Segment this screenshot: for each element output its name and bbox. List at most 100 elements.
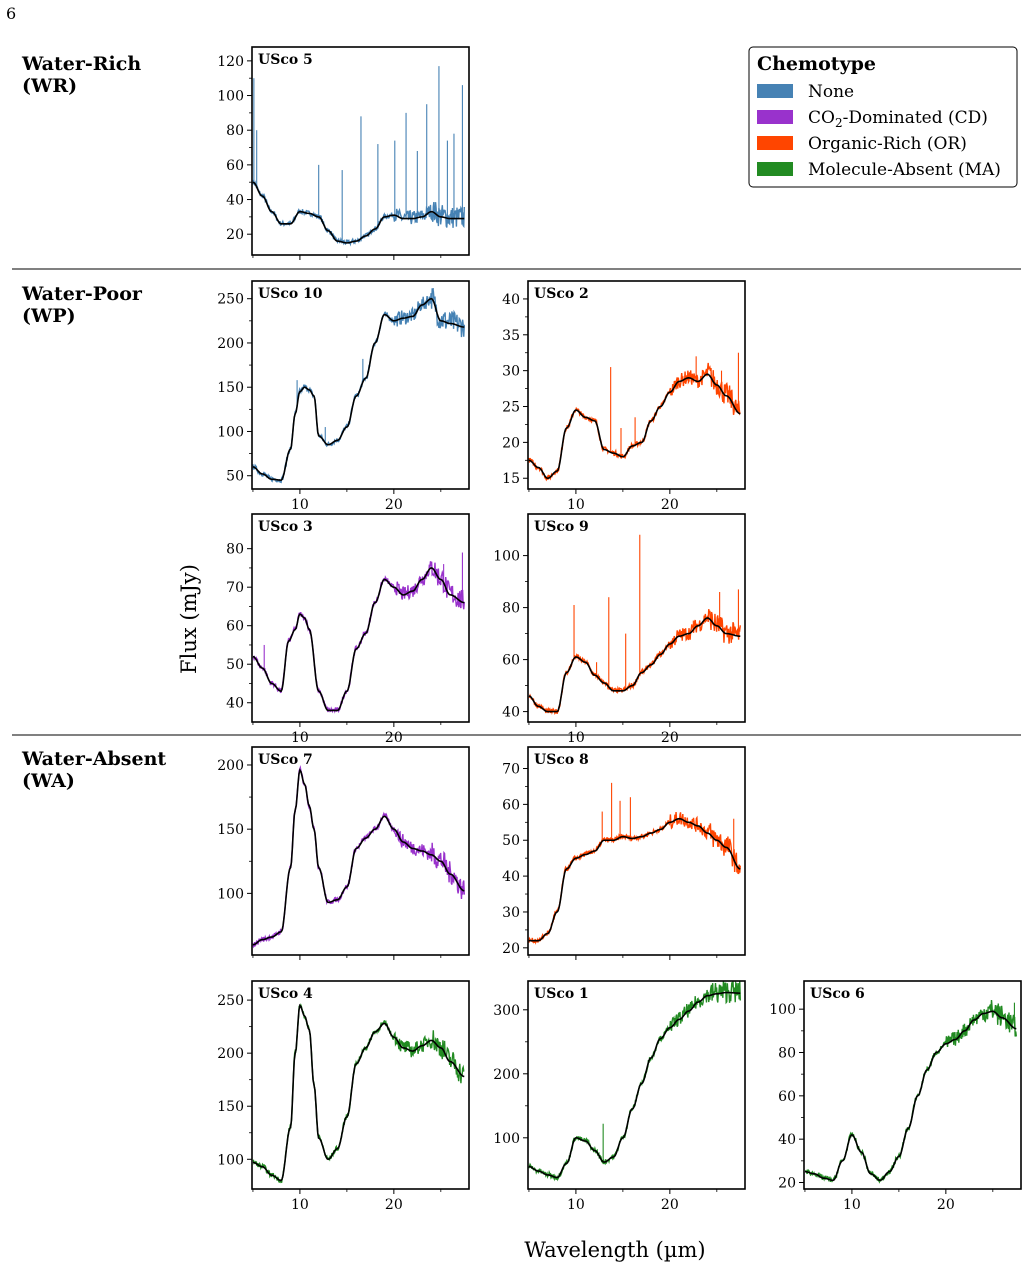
y-tick-label: 30 xyxy=(502,905,520,921)
panel-usco-5: 20 40 60 80 100 120 USco 5 xyxy=(217,46,470,260)
y-tick-label: 50 xyxy=(502,833,520,849)
y-tick-label: 250 xyxy=(217,993,244,1009)
legend-label: Organic-Rich (OR) xyxy=(808,134,967,154)
observed-spectrum xyxy=(804,999,1017,1184)
y-tick-label: 20 xyxy=(226,227,244,243)
x-tick-label: 20 xyxy=(661,497,679,513)
legend: Chemotype None CO2-Dominated (CD) Organic-… xyxy=(748,46,1018,188)
y-tick-label: 250 xyxy=(217,292,244,308)
y-tick-label: 70 xyxy=(226,580,244,596)
x-tick-label: 20 xyxy=(385,1197,403,1213)
y-tick-label: 80 xyxy=(778,1046,796,1062)
x-tick-label: 20 xyxy=(661,730,679,746)
y-tick-label: 40 xyxy=(226,696,244,712)
y-tick-label: 50 xyxy=(226,469,244,485)
panel-usco-10: 50 100 150 200 250 10 20 USco 10 xyxy=(217,280,470,513)
observed-spectrum xyxy=(528,811,741,945)
y-tick-label: 15 xyxy=(502,471,520,487)
group-label-water-rich: Water-Rich xyxy=(21,53,141,75)
y-tick-label: 100 xyxy=(217,886,244,902)
axes-frame xyxy=(251,746,470,956)
y-tick-label: 25 xyxy=(502,400,520,416)
legend-frame xyxy=(748,46,1018,188)
axes-frame xyxy=(527,513,746,723)
y-tick-label: 40 xyxy=(502,869,520,885)
x-tick-label: 10 xyxy=(291,497,309,513)
y-tick-label: 150 xyxy=(217,1099,244,1115)
axes-frame xyxy=(251,980,470,1190)
y-tick-label: 60 xyxy=(778,1089,796,1105)
panel-usco-6: 20 40 60 80 100 10 20 USco 6 xyxy=(769,980,1022,1213)
legend-swatch xyxy=(757,162,793,176)
x-tick-label: 10 xyxy=(567,1197,585,1213)
y-tick-label: 20 xyxy=(502,941,520,957)
axes-frame xyxy=(527,980,746,1190)
group-label-water-poor: Water-Poor xyxy=(21,283,143,305)
panel-title: USco 8 xyxy=(534,752,589,768)
observed-spectrum xyxy=(528,980,741,1182)
observed-spectrum xyxy=(252,765,465,949)
y-tick-label: 35 xyxy=(502,328,520,344)
y-tick-label: 40 xyxy=(502,705,520,721)
model-curve xyxy=(528,373,741,480)
model-curve xyxy=(252,1003,465,1182)
y-tick-label: 80 xyxy=(502,601,520,617)
axes-frame xyxy=(251,46,470,256)
model-curve xyxy=(252,768,465,946)
y-tick-label: 100 xyxy=(769,1002,796,1018)
y-tick-label: 20 xyxy=(502,435,520,451)
panel-usco-1: 100 200 300 10 20 USco 1 xyxy=(493,980,746,1213)
panel-usco-4: 100 150 200 250 10 20 USco 4 xyxy=(217,980,470,1213)
panel-usco-7: 100 150 200 USco 7 xyxy=(217,746,470,960)
group-abbr-water-poor: (WP) xyxy=(22,305,76,327)
x-tick-label: 10 xyxy=(567,497,585,513)
x-tick-label: 10 xyxy=(567,730,585,746)
y-tick-label: 60 xyxy=(226,619,244,635)
y-tick-label: 300 xyxy=(493,1003,520,1019)
y-tick-label: 100 xyxy=(493,1131,520,1147)
y-tick-label: 40 xyxy=(226,193,244,209)
panel-title: USco 5 xyxy=(258,52,313,68)
panel-title: USco 7 xyxy=(258,752,313,768)
y-tick-label: 40 xyxy=(778,1132,796,1148)
x-tick-label: 10 xyxy=(291,1197,309,1213)
y-tick-label: 100 xyxy=(217,424,244,440)
y-tick-label: 100 xyxy=(493,549,520,565)
panel-title: USco 6 xyxy=(810,986,865,1002)
panel-title: USco 10 xyxy=(258,286,323,302)
axes-frame xyxy=(251,513,470,723)
panel-title: USco 3 xyxy=(258,519,313,535)
axes-frame xyxy=(527,746,746,956)
model-curve xyxy=(528,617,741,713)
page-number: 6 xyxy=(6,4,17,23)
y-tick-label: 200 xyxy=(217,1046,244,1062)
y-tick-label: 30 xyxy=(502,364,520,380)
y-tick-label: 200 xyxy=(217,758,244,774)
panel-title: USco 2 xyxy=(534,286,589,302)
panel-title: USco 9 xyxy=(534,519,589,535)
y-axis-label: Flux (mJy) xyxy=(177,564,201,674)
legend-label: None xyxy=(808,82,854,102)
legend-title: Chemotype xyxy=(757,53,876,75)
axes-frame xyxy=(803,980,1022,1190)
group-label-water-absent: Water-Absent xyxy=(21,748,166,770)
panel-title: USco 1 xyxy=(534,986,589,1002)
panel-usco-8: 20 30 40 50 60 70 USco 8 xyxy=(502,746,746,960)
y-tick-label: 200 xyxy=(493,1067,520,1083)
axes-frame xyxy=(527,280,746,490)
panel-title: USco 4 xyxy=(258,986,313,1002)
legend-swatch xyxy=(757,136,793,150)
y-tick-label: 50 xyxy=(226,657,244,673)
panel-usco-9: 40 60 80 100 10 20 USco 9 xyxy=(493,513,746,746)
y-tick-label: 20 xyxy=(778,1176,796,1192)
legend-label: CO2-Dominated (CD) xyxy=(808,108,988,130)
legend-swatch xyxy=(757,110,793,124)
y-tick-label: 80 xyxy=(226,542,244,558)
legend-label: Molecule-Absent (MA) xyxy=(808,160,1001,180)
model-curve xyxy=(804,1010,1017,1182)
y-tick-label: 40 xyxy=(502,292,520,308)
x-tick-label: 20 xyxy=(385,497,403,513)
model-curve xyxy=(252,181,465,244)
model-curve xyxy=(528,817,741,942)
y-tick-label: 150 xyxy=(217,822,244,838)
